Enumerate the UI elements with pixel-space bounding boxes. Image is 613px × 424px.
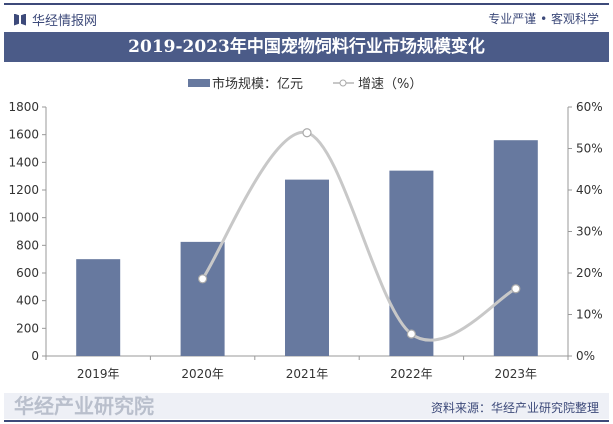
bar-2022年	[389, 170, 434, 356]
left-tick-label: 400	[16, 294, 39, 308]
left-tick-label: 0	[31, 349, 39, 363]
right-tick-label: 20%	[576, 266, 603, 280]
left-tick-label: 1000	[8, 211, 39, 225]
legend-bar-label: 市场规模：亿元	[212, 76, 303, 92]
footer-band	[4, 393, 609, 419]
left-tick-label: 1800	[8, 100, 39, 114]
right-tick-label: 30%	[576, 225, 603, 239]
growth-point	[406, 329, 416, 339]
x-tick-label: 2019年	[77, 367, 120, 381]
left-tick-label: 200	[16, 321, 39, 335]
chart-title: 2019-2023年中国宠物饲料行业市场规模变化	[4, 32, 609, 62]
legend-line-label: 增速（%）	[358, 77, 422, 92]
x-tick-label: 2022年	[390, 367, 433, 381]
top-divider	[4, 3, 609, 5]
bar-2019年	[76, 259, 121, 356]
growth-line	[201, 131, 517, 342]
slogan: 专业严谨 • 客观科学	[488, 12, 599, 26]
left-tick-label: 800	[16, 238, 39, 252]
legend-bar-swatch	[188, 79, 210, 87]
x-tick-label: 2021年	[286, 367, 329, 381]
right-tick-label: 50%	[576, 142, 603, 156]
right-tick-label: 60%	[576, 100, 603, 114]
x-tick-label: 2023年	[495, 367, 538, 381]
brand-name: 华经情报网	[32, 14, 98, 29]
bar-2023年	[493, 140, 538, 356]
left-tick-label: 1200	[8, 183, 39, 197]
growth-point	[302, 128, 312, 138]
growth-point	[198, 274, 208, 284]
watermark-logo: 华经产业研究院	[14, 394, 154, 418]
right-tick-label: 40%	[576, 183, 603, 197]
left-tick-label: 1400	[8, 155, 39, 169]
x-tick-label: 2020年	[181, 367, 224, 381]
bar-2021年	[285, 179, 329, 356]
bar-2020年	[180, 241, 225, 356]
source-note: 资料来源：华经产业研究院整理	[430, 401, 599, 415]
bottom-divider	[4, 420, 609, 422]
left-tick-label: 1600	[8, 128, 39, 142]
right-tick-label: 10%	[576, 308, 603, 322]
right-tick-label: 0%	[576, 349, 595, 363]
legend-line-marker	[339, 79, 347, 87]
brand: 华经情报网	[14, 10, 97, 29]
growth-point	[511, 284, 521, 294]
left-tick-label: 600	[16, 266, 39, 280]
